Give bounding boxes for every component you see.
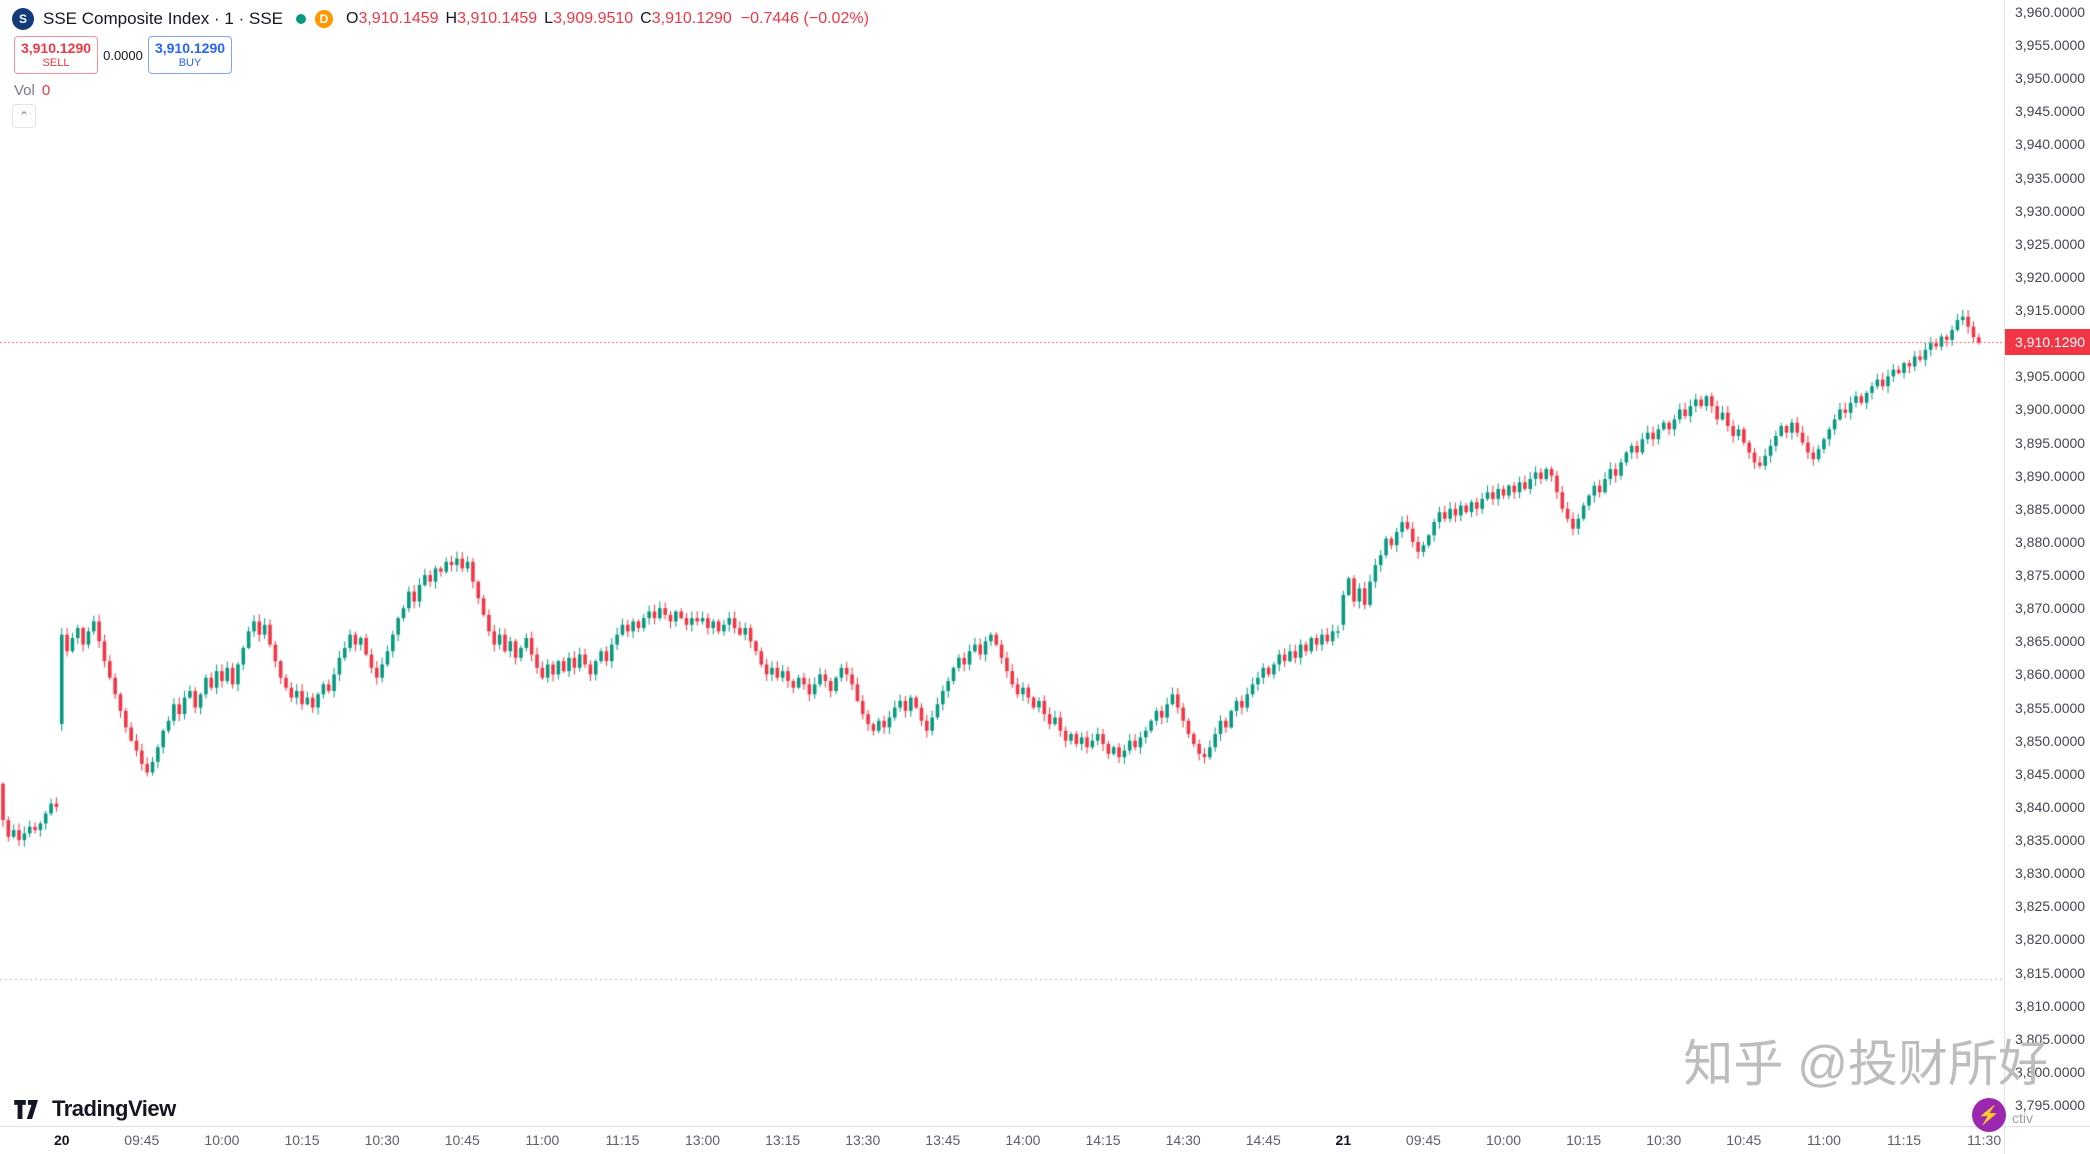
low-value: 3,909.9510 [553, 10, 634, 27]
tradingview-brand-text: TradingView [52, 1096, 176, 1121]
price-axis-label: 3,850.0000 [2015, 732, 2086, 749]
time-axis-label: 10:15 [1566, 1132, 1602, 1148]
time-axis-label: 10:00 [204, 1132, 240, 1148]
time-axis-day-label: 21 [1335, 1132, 1352, 1148]
time-axis-label: 09:45 [1405, 1132, 1441, 1148]
price-axis-label: 3,800.0000 [2015, 1063, 2086, 1080]
time-axis-label: 10:45 [444, 1132, 480, 1148]
volume-value: 0 [41, 82, 51, 99]
time-axis-label: 13:30 [845, 1132, 881, 1148]
time-axis-label: 10:30 [364, 1132, 400, 1148]
price-axis-label: 3,865.0000 [2015, 633, 2086, 650]
price-axis-label: 3,955.0000 [2015, 37, 2086, 54]
price-axis-label: 3,945.0000 [2015, 103, 2086, 120]
price-axis-label: 3,905.0000 [2015, 368, 2086, 385]
symbol-title[interactable]: SSE Composite Index · 1 · SSE [43, 9, 283, 28]
time-axis-label: 10:00 [1486, 1132, 1522, 1148]
price-axis-label: 3,940.0000 [2015, 136, 2086, 153]
price-axis-label: 3,895.0000 [2015, 434, 2086, 451]
volume-row: Vol 0 [14, 82, 50, 99]
high-value: 3,910.1459 [457, 10, 538, 27]
price-axis-label: 3,860.0000 [2015, 666, 2086, 683]
price-axis-label: 3,810.0000 [2015, 997, 2086, 1014]
time-axis-label: 10:30 [1646, 1132, 1682, 1148]
price-axis-label: 3,950.0000 [2015, 70, 2086, 87]
price-axis-label: 3,830.0000 [2015, 865, 2086, 882]
price-axis[interactable]: 3,910.1290 3,960.0000 3,955.0000 3,950.000… [2005, 0, 2090, 1126]
close-label: C [640, 10, 652, 27]
time-axis-day-label: 20 [53, 1132, 70, 1148]
sell-label: SELL [42, 57, 70, 69]
zhihu-watermark: 知乎 @投财所好 [1683, 1036, 2048, 1092]
price-axis-label: 3,805.0000 [2015, 1030, 2086, 1047]
time-axis-label: 11:15 [605, 1132, 640, 1148]
time-axis-label: 13:45 [925, 1132, 961, 1148]
buy-label: BUY [178, 57, 202, 69]
open-label: O [346, 10, 359, 27]
time-axis-label: 13:15 [765, 1132, 801, 1148]
buy-button[interactable]: 3,910.1290 BUY [148, 36, 232, 74]
time-axis-label: 11:15 [1887, 1132, 1922, 1148]
time-axis[interactable]: 20 09:45 10:00 10:15 10:30 10:45 11:00 11:15 13:… [0, 1127, 2004, 1154]
price-axis-label: 3,825.0000 [2015, 898, 2086, 915]
price-axis-label: 3,920.0000 [2015, 268, 2086, 285]
tradingview-logo[interactable]: TradingView [14, 1096, 176, 1122]
price-axis-label: 3,820.0000 [2015, 931, 2086, 948]
price-axis-label: 3,880.0000 [2015, 533, 2086, 550]
price-axis-label: 3,875.0000 [2015, 567, 2086, 584]
trade-panel: 3,910.1290 SELL 0.0000 3,910.1290 BUY [14, 36, 232, 74]
price-axis-label: 3,915.0000 [2015, 302, 2086, 319]
price-axis-label: 3,870.0000 [2015, 600, 2086, 617]
price-axis-label: 3,835.0000 [2015, 832, 2086, 849]
price-axis-label: 3,815.0000 [2015, 964, 2086, 981]
current-price-tag: 3,910.1290 [2005, 329, 2090, 356]
price-axis-border [2004, 0, 2005, 1154]
price-axis-label: 3,845.0000 [2015, 765, 2086, 782]
market-status-icon [296, 14, 306, 24]
price-axis-label: 3,930.0000 [2015, 202, 2086, 219]
candlestick-chart[interactable] [0, 0, 2004, 1126]
spread-value: 0.0000 [103, 47, 143, 63]
buy-price: 3,910.1290 [154, 40, 226, 56]
volume-label: Vol [14, 82, 35, 99]
price-axis-label: 3,885.0000 [2015, 500, 2086, 517]
time-axis-label: 11:30 [1967, 1132, 2002, 1148]
collapse-panel-button[interactable]: ⌃ [12, 104, 36, 128]
price-axis-label: 3,960.0000 [2015, 4, 2086, 20]
time-axis-label: 14:30 [1165, 1132, 1201, 1148]
delayed-data-badge[interactable]: D [315, 10, 333, 28]
time-axis-label: 10:45 [1726, 1132, 1762, 1148]
time-axis-label: 13:00 [685, 1132, 721, 1148]
price-axis-label: 3,855.0000 [2015, 699, 2086, 716]
price-axis-label: 3,840.0000 [2015, 798, 2086, 815]
sse-logo-icon: S [12, 8, 34, 30]
time-axis-label: 14:45 [1245, 1132, 1281, 1148]
time-axis-label: 14:15 [1085, 1132, 1121, 1148]
high-label: H [445, 10, 458, 27]
change-value: −0.7446 (−0.02%) [740, 10, 869, 27]
ohlc-values: O3,910.1459 H3,910.1459 L3,909.9510 C3,9… [346, 10, 869, 28]
time-axis-label: 14:00 [1005, 1132, 1041, 1148]
price-axis-label: 3,795.0000 [2015, 1097, 2086, 1113]
time-axis-label: 09:45 [124, 1132, 160, 1148]
instant-trade-button[interactable]: ⚡ [1972, 1098, 2006, 1132]
price-axis-label: 3,925.0000 [2015, 235, 2086, 252]
sell-button[interactable]: 3,910.1290 SELL [14, 36, 98, 74]
price-axis-label: 3,890.0000 [2015, 467, 2086, 484]
time-axis-label: 11:00 [1806, 1132, 1841, 1148]
time-axis-border [0, 1126, 2090, 1127]
partial-cutoff-text: ctiv [2012, 1110, 2033, 1126]
tradingview-mark-icon [14, 1099, 38, 1119]
close-value: 3,910.1290 [651, 10, 732, 27]
sell-price: 3,910.1290 [20, 40, 92, 56]
low-label: L [544, 10, 554, 27]
price-axis-label: 3,935.0000 [2015, 169, 2086, 186]
time-axis-label: 11:00 [525, 1132, 560, 1148]
symbol-legend: S SSE Composite Index · 1 · SSE D O3,910… [12, 8, 869, 30]
price-axis-label: 3,900.0000 [2015, 401, 2086, 418]
open-value: 3,910.1459 [358, 10, 439, 27]
time-axis-label: 10:15 [284, 1132, 320, 1148]
